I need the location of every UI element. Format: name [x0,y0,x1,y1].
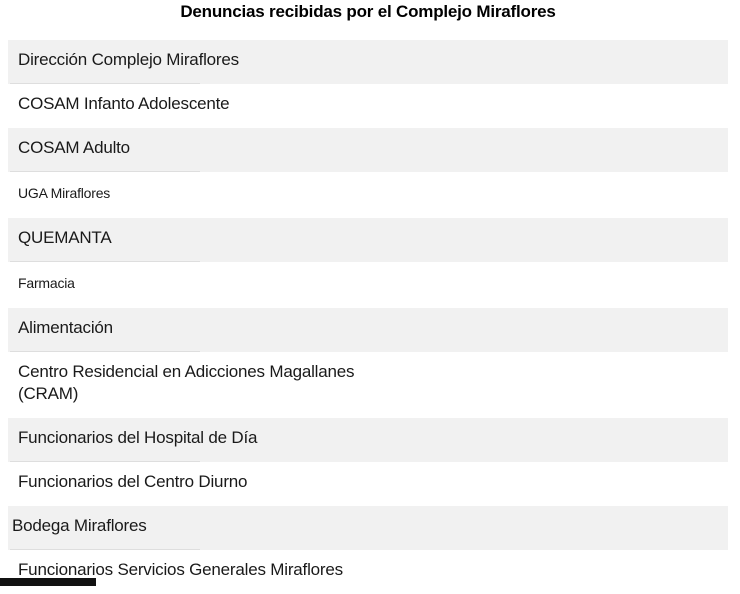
report-title: Denuncias recibidas por el Complejo Mira… [180,2,556,21]
list-row: Funcionarios del Hospital de Día [8,418,728,462]
list-row: Bodega Miraflores [8,506,728,550]
row-list: Dirección Complejo Miraflores COSAM Infan… [8,40,728,594]
list-row: Alimentación [8,308,728,352]
list-row: Centro Residencial en Adicciones Magalla… [18,362,355,403]
list-row: Dirección Complejo Miraflores [8,40,728,84]
list-row: COSAM Adulto [8,128,728,172]
next-row-fragment [0,578,96,586]
list-row: UGA Miraflores [18,185,111,201]
list-row: COSAM Infanto Adolescente [18,94,230,113]
list-row: Funcionarios Servicios Generales Miraflo… [18,560,343,579]
list-row: Funcionarios del Centro Diurno [18,472,248,491]
denuncias-report: Denuncias recibidas por el Complejo Mira… [8,0,728,594]
list-row: Farmacia [18,275,75,291]
list-row: QUEMANTA [8,218,728,262]
